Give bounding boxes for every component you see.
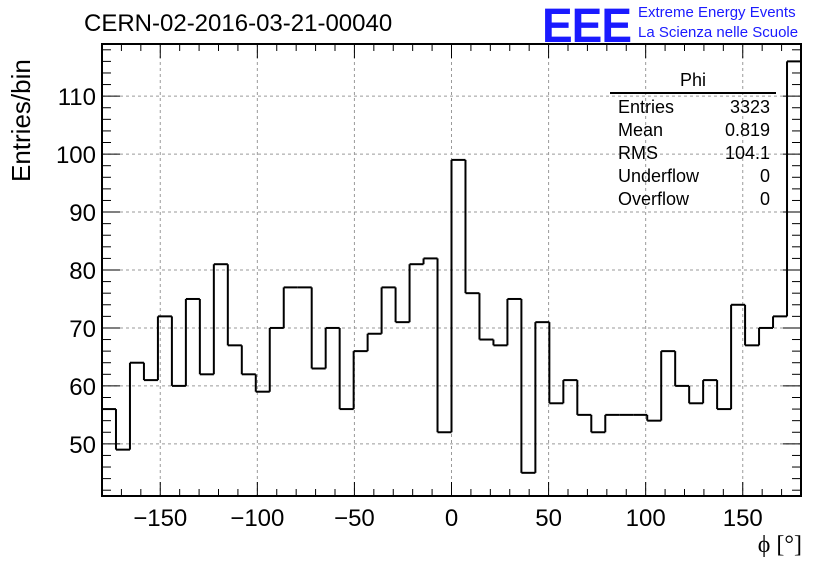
x-axis-label: ϕ [°] (757, 532, 802, 558)
stats-value: 3323 (729, 97, 770, 117)
logo-subtitle-line2: La Scienza nelle Scuole (638, 24, 799, 41)
stats-value: 0 (759, 189, 770, 209)
stats-box: Phi Entries 3323 Mean 0.819 RMS 104.1 Un… (610, 70, 776, 211)
stats-row: RMS 104.1 (610, 142, 776, 165)
stats-value: 104.1 (724, 143, 770, 163)
x-tick-label: 150 (723, 505, 763, 532)
stats-value: 0.819 (724, 120, 770, 140)
x-tick-label: −100 (230, 505, 284, 532)
stats-value: 0 (759, 166, 770, 186)
y-tick-label: 50 (69, 432, 96, 459)
y-tick-label: 100 (56, 142, 96, 169)
stats-row: Underflow 0 (610, 165, 776, 188)
stats-label: Entries (618, 97, 675, 117)
y-axis-label: Entries/bin (6, 59, 36, 182)
y-tick-label: 80 (69, 258, 96, 285)
x-tick-label: 0 (445, 505, 458, 532)
logo-subtitle-line1: Extreme Energy Events (638, 4, 796, 21)
eee-logo: EEE (542, 0, 632, 53)
stats-label: Underflow (618, 166, 700, 186)
stats-row: Overflow 0 (610, 188, 776, 211)
stats-row: Mean 0.819 (610, 119, 776, 142)
y-tick-label: 70 (69, 316, 96, 343)
x-tick-label: 100 (626, 505, 666, 532)
stats-label: Overflow (618, 189, 690, 209)
plot-title: CERN-02-2016-03-21-00040 (84, 10, 393, 37)
y-tick-label: 90 (69, 200, 96, 227)
x-tick-label: −50 (334, 505, 375, 532)
stats-row: Entries 3323 (610, 96, 776, 119)
x-tick-label: 50 (535, 505, 562, 532)
y-tick-label: 60 (69, 374, 96, 401)
x-tick-label: −150 (133, 505, 187, 532)
stats-title: Phi (610, 70, 776, 94)
stats-label: Mean (618, 120, 664, 140)
stats-label: RMS (618, 143, 658, 163)
y-tick-label: 110 (58, 84, 96, 111)
